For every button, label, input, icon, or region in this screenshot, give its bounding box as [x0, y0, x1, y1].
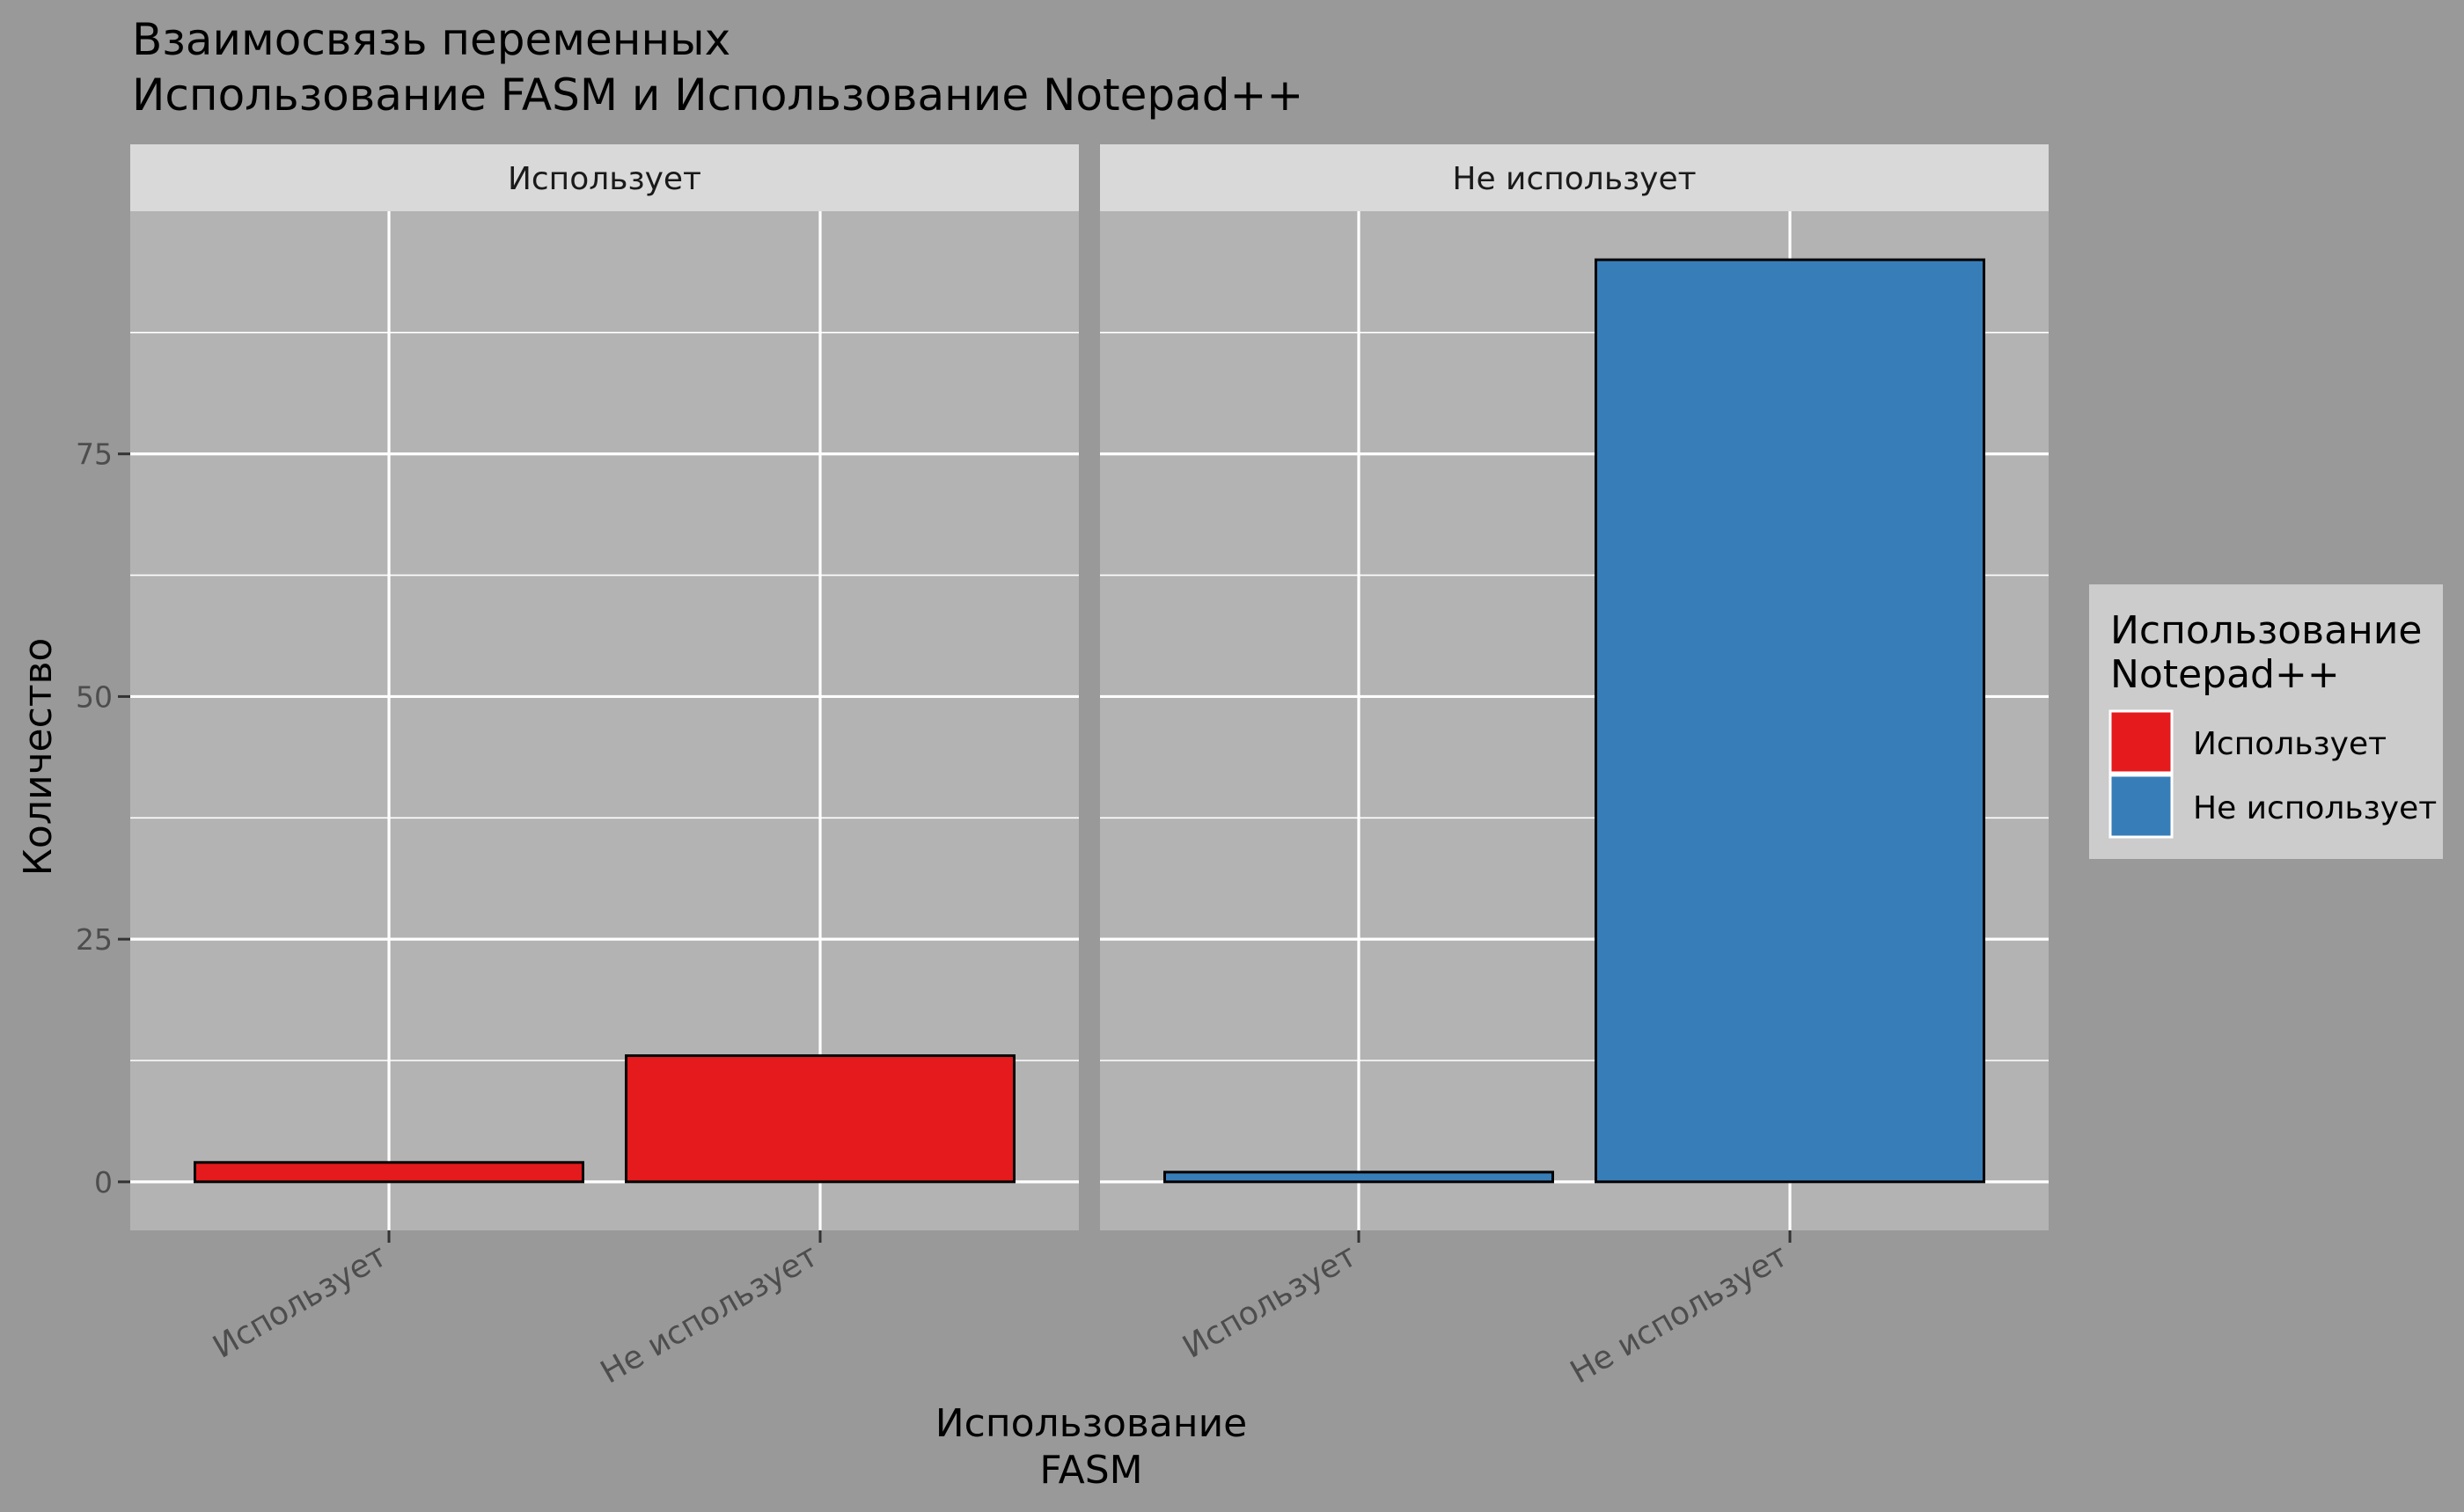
y-tick-label: 75: [76, 437, 113, 472]
bar-1-1: [1595, 258, 1985, 1184]
legend: Использование Notepad++ Использует Не ис…: [2089, 584, 2443, 859]
legend-key-uses: [2108, 709, 2174, 774]
y-tick-label: 50: [76, 679, 113, 714]
y-tick-label: 25: [76, 922, 113, 957]
bar-0-0: [194, 1161, 584, 1184]
legend-label-not-uses: Не использует: [2193, 790, 2437, 826]
facet-strip: [1100, 144, 2049, 211]
legend-title-line-2: Notepad++: [2110, 652, 2340, 697]
x-axis-title-line-2: FASM: [1039, 1448, 1142, 1493]
y-tick-label: 0: [94, 1165, 113, 1200]
legend-key-not-uses: [2108, 774, 2174, 839]
facet-strip: [130, 144, 1079, 211]
chart-title-line-1: Взаимосвязь переменных: [132, 14, 730, 65]
y-axis-title: Количество: [16, 638, 61, 877]
legend-label-uses: Использует: [2193, 726, 2387, 762]
facet-label-0: Использует: [508, 161, 701, 197]
y-axis: 0 25 50 75: [76, 437, 130, 1200]
legend-title-line-1: Использование: [2110, 608, 2423, 653]
bar-0-1: [625, 1053, 1016, 1184]
chart-title-line-2: Использование FASM и Использование Notep…: [132, 70, 1303, 121]
bar-1-0: [1163, 1171, 1554, 1184]
x-axis-title-line-1: Использование: [935, 1401, 1248, 1446]
facet-label-1: Не использует: [1452, 161, 1696, 197]
